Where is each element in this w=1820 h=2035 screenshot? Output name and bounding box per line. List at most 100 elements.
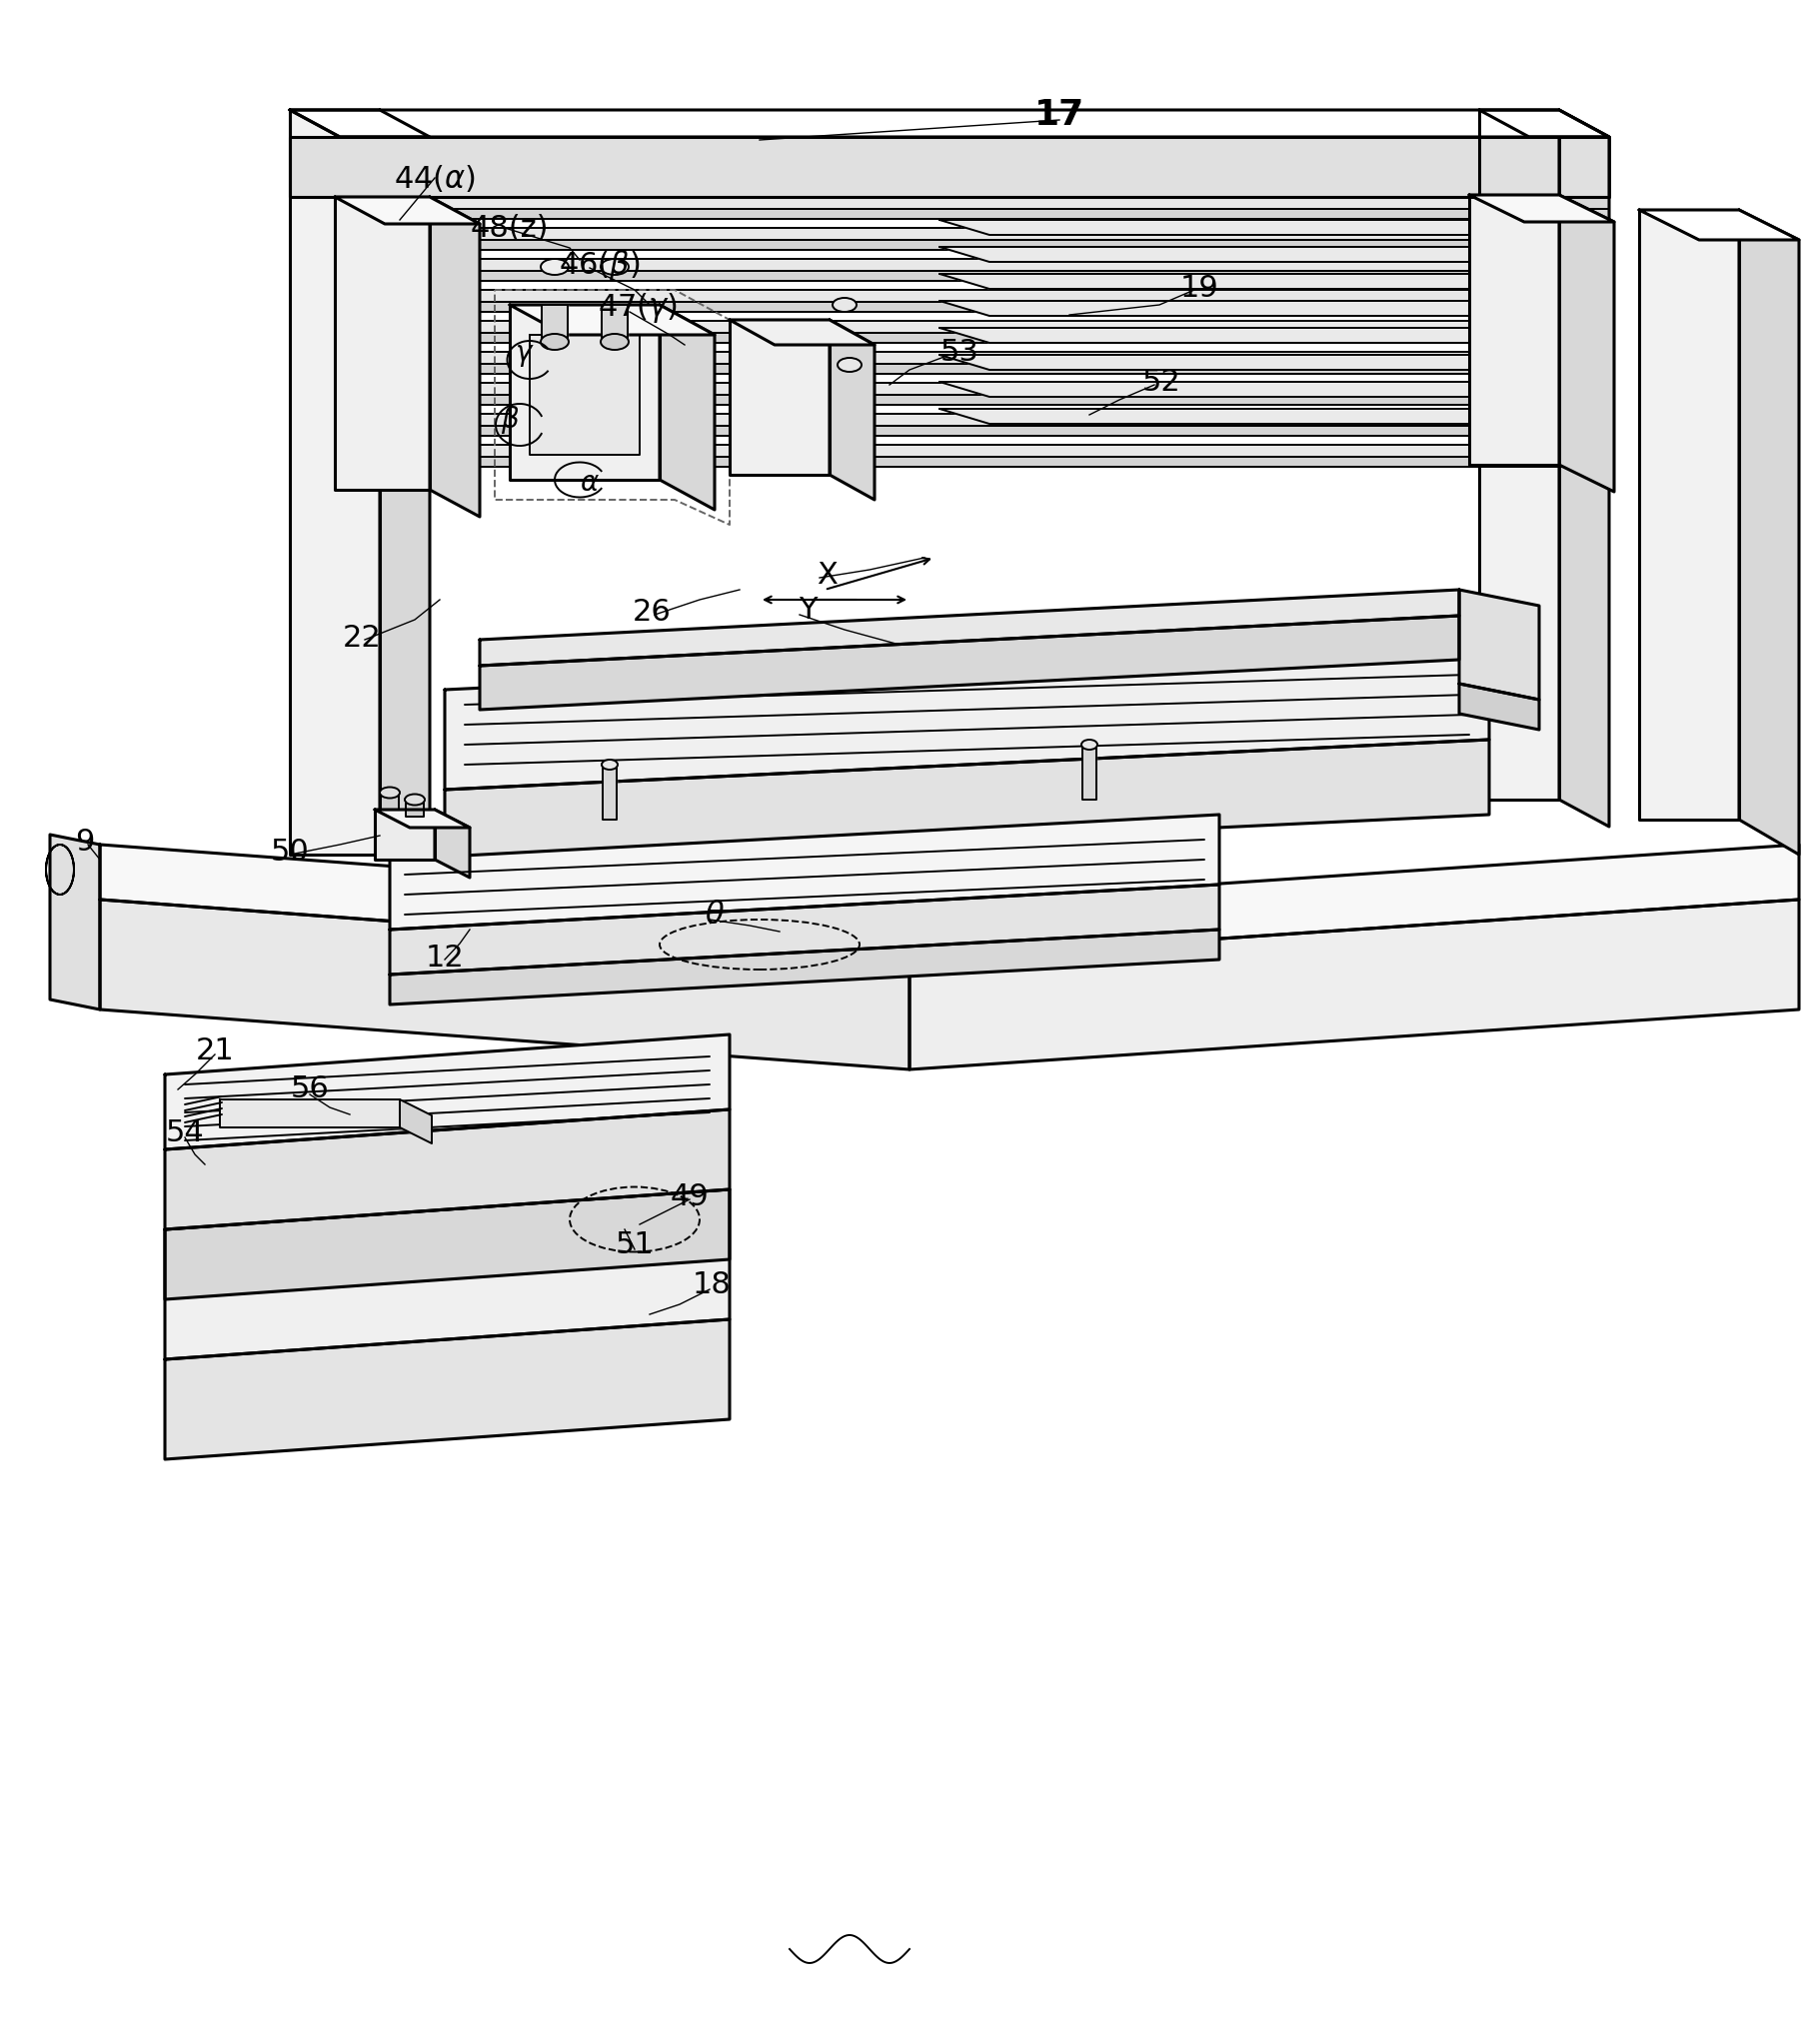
Polygon shape — [939, 301, 1529, 315]
Polygon shape — [1480, 110, 1609, 136]
Polygon shape — [340, 240, 1609, 250]
Text: 44($\alpha$): 44($\alpha$) — [393, 163, 475, 193]
Polygon shape — [730, 319, 875, 344]
Polygon shape — [375, 810, 435, 859]
Polygon shape — [389, 885, 1219, 975]
Polygon shape — [939, 409, 1529, 423]
Ellipse shape — [541, 258, 568, 275]
Polygon shape — [1640, 210, 1740, 820]
Text: 22: 22 — [342, 623, 380, 651]
Polygon shape — [939, 383, 1529, 397]
Polygon shape — [340, 271, 1609, 281]
Polygon shape — [340, 364, 1609, 374]
Text: 26: 26 — [632, 596, 672, 627]
Text: 50: 50 — [271, 836, 309, 867]
Text: 12: 12 — [426, 942, 464, 973]
Text: 18: 18 — [692, 1270, 732, 1298]
Text: 47($\gamma$): 47($\gamma$) — [597, 291, 677, 326]
Text: 48(z): 48(z) — [471, 214, 550, 242]
Text: 46($\beta$): 46($\beta$) — [559, 248, 641, 283]
Polygon shape — [406, 800, 424, 816]
Polygon shape — [1480, 110, 1560, 800]
Text: 19: 19 — [1179, 273, 1219, 303]
Polygon shape — [510, 305, 715, 336]
Polygon shape — [340, 383, 1609, 395]
Polygon shape — [444, 639, 1489, 790]
Text: 53: 53 — [941, 338, 979, 366]
Polygon shape — [1740, 210, 1798, 855]
Text: 17: 17 — [1034, 98, 1085, 132]
Polygon shape — [340, 301, 1609, 311]
Polygon shape — [380, 110, 430, 881]
Polygon shape — [480, 617, 1460, 710]
Polygon shape — [340, 197, 1609, 210]
Polygon shape — [939, 275, 1529, 289]
Polygon shape — [380, 792, 399, 810]
Polygon shape — [602, 765, 617, 820]
Polygon shape — [340, 456, 1609, 466]
Polygon shape — [830, 319, 875, 501]
Ellipse shape — [1081, 739, 1097, 749]
Polygon shape — [340, 352, 1609, 364]
Polygon shape — [510, 305, 659, 480]
Text: X: X — [817, 560, 837, 590]
Ellipse shape — [602, 759, 617, 769]
Polygon shape — [1560, 195, 1614, 492]
Polygon shape — [939, 220, 1529, 234]
Polygon shape — [1460, 684, 1540, 731]
Ellipse shape — [380, 788, 400, 798]
Ellipse shape — [837, 358, 861, 372]
Text: 56: 56 — [291, 1074, 329, 1103]
Text: $\alpha$: $\alpha$ — [581, 468, 599, 497]
Ellipse shape — [541, 334, 568, 350]
Polygon shape — [100, 899, 910, 1070]
Text: $\gamma$: $\gamma$ — [515, 340, 535, 368]
Ellipse shape — [601, 258, 628, 275]
Polygon shape — [340, 258, 1609, 271]
Polygon shape — [166, 1034, 730, 1150]
Polygon shape — [659, 305, 715, 509]
Polygon shape — [289, 110, 1609, 136]
Polygon shape — [1560, 110, 1609, 826]
Polygon shape — [375, 810, 470, 828]
Polygon shape — [166, 1188, 730, 1300]
Polygon shape — [444, 739, 1489, 865]
Ellipse shape — [404, 794, 424, 806]
Polygon shape — [530, 336, 639, 454]
Polygon shape — [1640, 210, 1798, 240]
Text: 51: 51 — [615, 1229, 653, 1260]
Polygon shape — [730, 319, 830, 474]
Polygon shape — [340, 228, 1609, 240]
Polygon shape — [1469, 195, 1614, 222]
Text: $\theta$: $\theta$ — [704, 899, 724, 930]
Polygon shape — [435, 810, 470, 877]
Polygon shape — [220, 1099, 400, 1127]
Polygon shape — [430, 197, 480, 517]
Polygon shape — [340, 446, 1609, 456]
Polygon shape — [166, 1319, 730, 1459]
Polygon shape — [340, 334, 1609, 342]
Polygon shape — [335, 197, 430, 490]
Polygon shape — [335, 197, 480, 224]
Text: $\beta$: $\beta$ — [501, 403, 519, 435]
Text: 54: 54 — [166, 1117, 204, 1148]
Polygon shape — [389, 814, 1219, 930]
Polygon shape — [340, 425, 1609, 435]
Polygon shape — [939, 354, 1529, 370]
Polygon shape — [289, 110, 380, 855]
Polygon shape — [289, 136, 1609, 197]
Text: 49: 49 — [670, 1182, 710, 1213]
Polygon shape — [1083, 745, 1096, 800]
Polygon shape — [1469, 195, 1560, 464]
Polygon shape — [340, 289, 1609, 301]
Polygon shape — [939, 246, 1529, 263]
Polygon shape — [389, 930, 1219, 1005]
Polygon shape — [400, 1099, 431, 1144]
Polygon shape — [480, 590, 1460, 665]
Polygon shape — [340, 413, 1609, 425]
Polygon shape — [100, 845, 1798, 961]
Polygon shape — [910, 899, 1798, 1070]
Polygon shape — [166, 1109, 730, 1229]
Text: 52: 52 — [1141, 368, 1181, 397]
Polygon shape — [602, 305, 628, 342]
